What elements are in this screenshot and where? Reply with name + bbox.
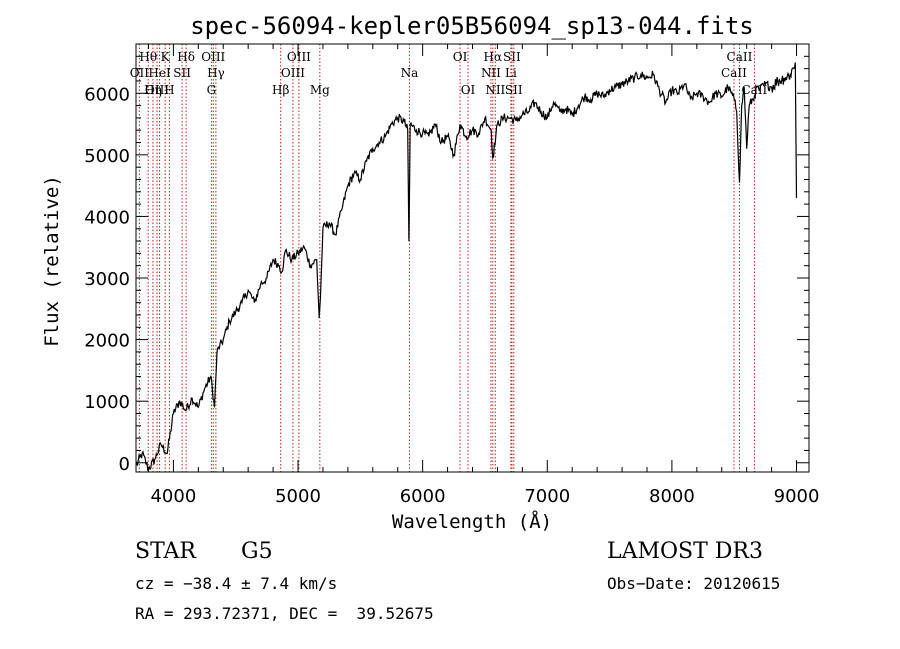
emission-line-label: SII [173,66,191,80]
object-subclass: G5 [241,539,273,564]
emission-line-label: Hα [484,50,503,64]
emission-line-label: OIII [201,50,225,64]
emission-line-label: Li [505,66,517,80]
emission-line-label: OI [453,50,468,64]
emission-line-label: SII [503,50,521,64]
spectrum-series-line [135,62,798,472]
y-tick-label: 5000 [84,146,130,167]
y-axis: 0 1000 2000 3000 4000 5000 6000 [84,55,809,475]
y-tick-label: 2000 [84,331,130,352]
x-axis-label: Wavelength (Å) [392,510,552,533]
emission-line-label: OIII [145,83,169,97]
y-tick-label: 0 [119,454,130,475]
emission-line-label: Hη [144,83,162,97]
redshift-cz: cz = −38.4 ± 7.4 km/s [135,574,338,593]
chart-title: spec-56094-kepler05B56094_sp13-044.fits [190,12,754,40]
coordinates: RA = 293.72371, DEC = 39.52675 [135,604,434,623]
y-tick-label: 4000 [84,207,130,228]
emission-line-label: OII [130,66,150,80]
x-tick-label: 7000 [524,486,570,507]
x-tick-label: 9000 [774,486,820,507]
emission-line-label: NII [481,66,501,80]
object-class: STAR [135,539,196,564]
x-tick-label: 8000 [649,486,695,507]
emission-line-label: CaII [727,50,753,64]
emission-line-markers: Hθ OII OIII K HeI Hη H SII Hδ OIII Hγ G OIII OIII Hβ Mg… [130,44,768,472]
survey-name: LAMOST DR3 [607,539,763,564]
x-tick-label: 4000 [150,486,196,507]
emission-line-label: H [164,83,174,97]
emission-line-label: Hθ [139,50,157,64]
y-axis-label: Flux (relative) [41,175,63,347]
emission-line-label: OIII [287,50,311,64]
emission-line-label: Hδ [177,50,195,64]
emission-line-label: K [161,50,171,64]
emission-line-label: OIII [281,66,305,80]
emission-line-label: Hγ [207,66,225,80]
emission-line-label: Na [401,66,419,80]
y-tick-label: 3000 [84,269,130,290]
emission-line-label: Hβ [272,83,289,97]
observation-date: Obs−Date: 20120615 [607,574,781,593]
y-tick-label: 1000 [84,392,130,413]
emission-line-label: NII [485,83,505,97]
x-tick-label: 5000 [275,486,321,507]
emission-line-label: CaII [741,83,767,97]
emission-line-label: G [207,83,217,97]
x-axis: 4000 5000 6000 7000 8000 9000 [147,44,820,507]
emission-line-label: HeI [148,66,171,80]
emission-line-label: OI [461,83,476,97]
plot-frame [135,43,810,473]
x-tick-label: 6000 [400,486,446,507]
emission-line-label: Mg [310,83,330,97]
emission-line-label: SII [505,83,523,97]
y-tick-label: 6000 [84,84,130,105]
emission-line-label: CaII [721,66,747,80]
